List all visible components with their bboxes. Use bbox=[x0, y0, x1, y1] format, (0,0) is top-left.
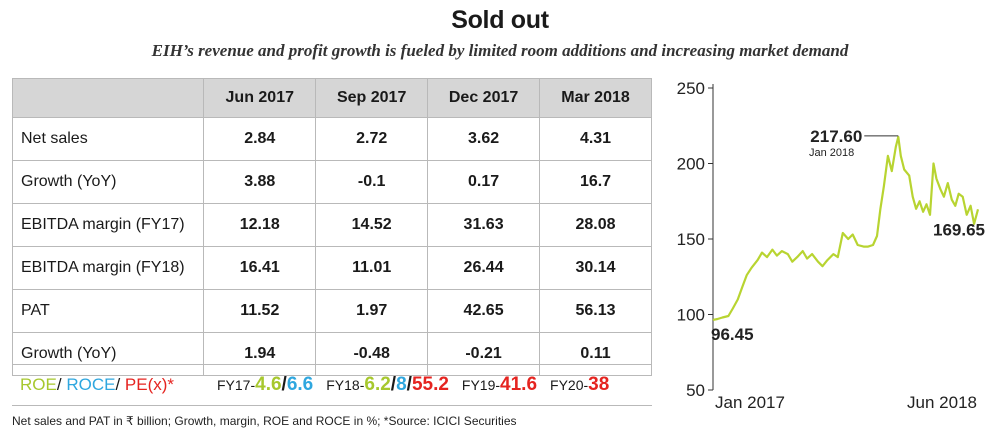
table-cell: 14.52 bbox=[315, 203, 429, 247]
x-tick-label: Jun 2018 bbox=[907, 393, 977, 412]
table-cell: 1.97 bbox=[315, 289, 429, 333]
y-tick-label: 50 bbox=[686, 381, 705, 400]
row-label: Growth (YoY) bbox=[11, 332, 205, 376]
table-cell: -0.21 bbox=[427, 332, 541, 376]
fy18-roce: 8 bbox=[396, 374, 407, 395]
table-cell: -0.1 bbox=[315, 160, 429, 204]
fy18-separator: / bbox=[390, 374, 397, 395]
table-cell: 2.84 bbox=[203, 117, 317, 161]
row-label: PAT bbox=[11, 289, 205, 333]
valuation-row: ROE/ ROCE/ PE(x)* FY17-4.6/6.6 FY18-6.2/… bbox=[12, 364, 652, 406]
peak-date-label: Jan 2018 bbox=[809, 147, 854, 159]
fy17-label: FY17- bbox=[217, 377, 256, 393]
fy18-roe: 6.2 bbox=[364, 374, 391, 395]
table-cell: 31.63 bbox=[427, 203, 541, 247]
table-header-blank bbox=[11, 78, 205, 118]
fy18-label: FY18- bbox=[326, 377, 365, 393]
column-header: Jun 2017 bbox=[203, 78, 317, 118]
fy20-pe: 38 bbox=[588, 374, 610, 395]
fy19-label: FY19- bbox=[461, 377, 501, 393]
row-label: Growth (YoY) bbox=[11, 160, 205, 204]
chart-title: Sold out bbox=[451, 6, 549, 34]
table-row: PAT 11.52 1.97 42.65 56.13 bbox=[11, 289, 652, 333]
table-cell: 11.52 bbox=[203, 289, 317, 333]
table-cell: 3.88 bbox=[203, 160, 317, 204]
table-cell: 16.41 bbox=[203, 246, 317, 290]
row-label: Net sales bbox=[11, 117, 205, 161]
fy20-values: FY20-38 bbox=[550, 374, 609, 396]
fy17-roe: 4.6 bbox=[255, 374, 282, 395]
price-line bbox=[712, 135, 980, 321]
legend-separator: / bbox=[115, 375, 121, 394]
table-cell: 30.14 bbox=[539, 246, 652, 290]
fy17-roce: 6.6 bbox=[286, 374, 314, 395]
end-value-label: 169.65 bbox=[933, 220, 985, 239]
table-cell: 26.44 bbox=[427, 246, 541, 290]
table-cell: 11.01 bbox=[315, 246, 429, 290]
table-cell: 0.17 bbox=[427, 160, 541, 204]
table-cell: 2.72 bbox=[315, 117, 429, 161]
column-header: Sep 2017 bbox=[315, 78, 429, 118]
table-row: Growth (YoY) 3.88 -0.1 0.17 16.7 bbox=[11, 160, 652, 204]
table-row: Growth (YoY) 1.94 -0.48 -0.21 0.11 bbox=[11, 332, 652, 376]
column-header: Mar 2018 bbox=[539, 78, 652, 118]
table-cell: 12.18 bbox=[203, 203, 317, 247]
share-price-chart: 250 200 150 100 50 Jan 2017 Jun 2018 217.60Jan … bbox=[677, 79, 985, 412]
y-tick-label: 100 bbox=[677, 306, 705, 325]
fy18-pe: 55.2 bbox=[411, 374, 449, 395]
valuation-legend: ROE/ ROCE/ PE(x)* bbox=[12, 375, 217, 395]
x-tick-label: Jan 2017 bbox=[715, 393, 785, 412]
table-row: EBITDA margin (FY17) 12.18 14.52 31.63 2… bbox=[11, 203, 652, 247]
peak-value-label: 217.60 bbox=[810, 127, 862, 146]
footnote: Net sales and PAT in ₹ billion; Growth, … bbox=[12, 414, 517, 428]
table-cell: 16.7 bbox=[539, 160, 652, 204]
legend-pe: PE(x)* bbox=[124, 375, 175, 394]
table-cell: 0.11 bbox=[539, 332, 652, 376]
table-cell: 56.13 bbox=[539, 289, 652, 333]
y-tick-label: 250 bbox=[677, 79, 705, 98]
table-cell: 28.08 bbox=[539, 203, 652, 247]
legend-separator: / bbox=[56, 375, 62, 394]
fy19-values: FY19-41.6 bbox=[462, 374, 537, 396]
fy17-values: FY17-4.6/6.6 bbox=[217, 374, 313, 396]
financials-table: Jun 2017 Sep 2017 Dec 2017 Mar 2018 Net … bbox=[11, 78, 652, 376]
table-cell: 3.62 bbox=[427, 117, 541, 161]
fy17-separator: / bbox=[281, 374, 287, 395]
start-value-label: 96.45 bbox=[711, 325, 754, 344]
column-header: Dec 2017 bbox=[427, 78, 541, 118]
table-row: EBITDA margin (FY18) 16.41 11.01 26.44 3… bbox=[11, 246, 652, 290]
fy20-label: FY20- bbox=[550, 377, 589, 393]
fy18-separator: / bbox=[406, 374, 412, 395]
legend-roe: ROE bbox=[20, 375, 57, 394]
table-cell: 42.65 bbox=[427, 289, 541, 333]
fy18-values: FY18-6.2/8/55.2 bbox=[326, 374, 449, 396]
chart-subtitle: EIH’s revenue and profit growth is fuele… bbox=[151, 41, 849, 60]
y-tick-label: 200 bbox=[677, 155, 705, 174]
legend-roce: ROCE bbox=[66, 375, 116, 394]
row-label: EBITDA margin (FY18) bbox=[11, 246, 205, 290]
table-header-row: Jun 2017 Sep 2017 Dec 2017 Mar 2018 bbox=[11, 78, 652, 118]
row-label: EBITDA margin (FY17) bbox=[11, 203, 205, 247]
fy19-pe: 41.6 bbox=[500, 374, 538, 395]
table-row: Net sales 2.84 2.72 3.62 4.31 bbox=[11, 117, 652, 161]
table-cell: 4.31 bbox=[539, 117, 652, 161]
table-cell: 1.94 bbox=[203, 332, 317, 376]
y-tick-label: 150 bbox=[677, 230, 705, 249]
